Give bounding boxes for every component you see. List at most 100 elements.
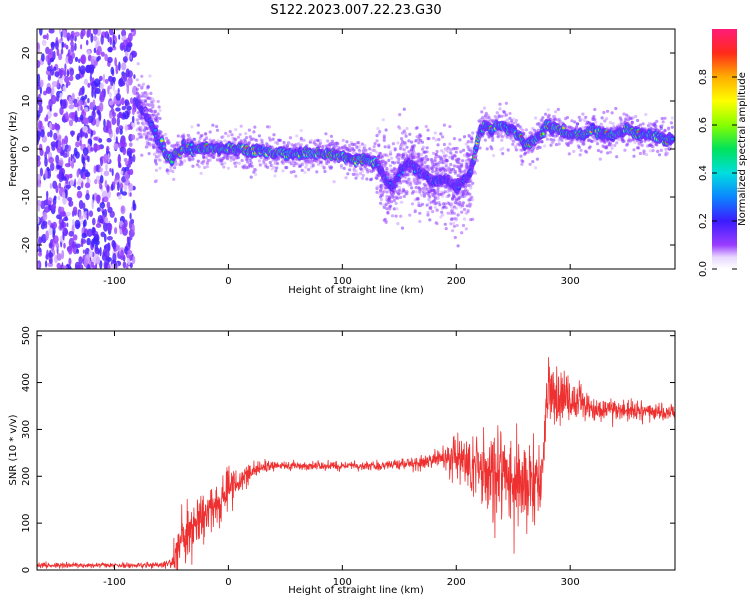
spectral-halo [540, 140, 544, 144]
noise-speckle [68, 119, 74, 127]
spectral-halo [464, 184, 468, 188]
noise-speckle [119, 220, 124, 226]
spectral-halo [253, 125, 257, 129]
spectral-halo [498, 102, 502, 106]
spectral-halo [342, 166, 346, 170]
noise-speckle [132, 154, 136, 163]
spectral-halo [451, 221, 456, 225]
spectral-halo [444, 227, 448, 231]
spectral-halo [416, 196, 420, 201]
spectral-halo [410, 202, 415, 206]
noise-speckle [62, 85, 67, 92]
spectral-halo [299, 136, 303, 140]
spectral-halo [453, 171, 457, 175]
spectral-halo [431, 210, 435, 214]
spectral-halo [157, 153, 161, 157]
spectral-halo [360, 176, 364, 180]
spectral-halo [365, 177, 369, 181]
noise-speckle [122, 56, 128, 63]
spectral-halo [326, 139, 330, 143]
noise-speckle [116, 117, 121, 127]
spectral-halo [392, 161, 396, 165]
spectral-halo [441, 135, 445, 139]
spectral-halo [501, 146, 505, 151]
spectral-halo [470, 195, 474, 199]
spectral-halo [474, 154, 478, 158]
spectral-halo [408, 132, 412, 136]
spectral-halo [436, 171, 440, 175]
noise-speckle [74, 35, 77, 42]
spectral-halo [180, 162, 184, 166]
noise-speckle [95, 262, 98, 269]
noise-speckle [106, 236, 113, 241]
noise-speckle [130, 54, 133, 60]
spectral-halo [259, 155, 263, 160]
spectral-halo [212, 139, 216, 143]
noise-speckle [97, 109, 101, 116]
noise-speckle [66, 222, 69, 228]
spectral-halo [442, 142, 446, 147]
spectral-halo [226, 166, 230, 170]
spectral-halo [245, 136, 249, 140]
spectral-halo [433, 159, 437, 163]
spectral-halo [352, 148, 356, 152]
spectral-halo [389, 164, 393, 168]
noise-speckle [90, 129, 93, 137]
noise-speckle [48, 242, 53, 249]
spectral-halo [426, 128, 430, 132]
noise-speckle [81, 232, 87, 239]
spectral-halo [437, 137, 441, 142]
noise-speckle [131, 134, 136, 141]
noise-speckle [120, 249, 124, 259]
noise-speckle [51, 81, 58, 87]
noise-speckle [58, 159, 64, 166]
noise-speckle [64, 75, 70, 84]
spectral-halo [552, 138, 556, 142]
spectral-halo [460, 170, 464, 174]
spectral-halo [523, 134, 528, 138]
noise-speckle [96, 175, 101, 181]
spectral-halo [318, 141, 323, 145]
noise-speckle [115, 126, 120, 135]
spectral-halo [319, 160, 323, 164]
spectral-halo [222, 165, 226, 169]
noise-speckle [87, 155, 90, 163]
noise-speckle [123, 110, 129, 120]
noise-speckle [74, 261, 81, 269]
spectral-halo [491, 136, 495, 140]
spectral-halo [389, 152, 393, 156]
spectral-halo [506, 148, 510, 152]
noise-speckle [92, 99, 96, 108]
noise-speckle [87, 115, 94, 124]
noise-region [37, 29, 138, 269]
noise-speckle [74, 31, 80, 37]
spectral-halo [471, 131, 475, 135]
noise-speckle [84, 94, 88, 100]
spectral-halo [135, 137, 139, 141]
noise-speckle [70, 154, 73, 162]
noise-speckle [103, 118, 106, 128]
spectral-halo [146, 131, 150, 135]
noise-speckle [129, 254, 133, 261]
noise-speckle [131, 50, 138, 58]
spectral-halo [249, 175, 253, 179]
spectral-halo [155, 125, 159, 129]
spectral-halo [478, 136, 482, 140]
noise-speckle [66, 81, 71, 86]
noise-speckle [51, 85, 55, 95]
spectral-halo [413, 208, 417, 212]
noise-speckle [109, 36, 112, 46]
noise-speckle [61, 41, 65, 48]
noise-speckle [99, 102, 104, 112]
spectral-halo [466, 210, 470, 214]
spectral-halo [282, 140, 286, 145]
spectral-halo [240, 158, 244, 163]
noise-speckle [39, 29, 43, 36]
spectral-halo [392, 199, 396, 203]
spectral-halo [397, 191, 401, 196]
noise-speckle [117, 181, 120, 191]
spectral-halo [361, 173, 365, 177]
spectral-halo [377, 143, 381, 147]
spectral-halo [378, 130, 382, 134]
noise-speckle [86, 228, 93, 237]
